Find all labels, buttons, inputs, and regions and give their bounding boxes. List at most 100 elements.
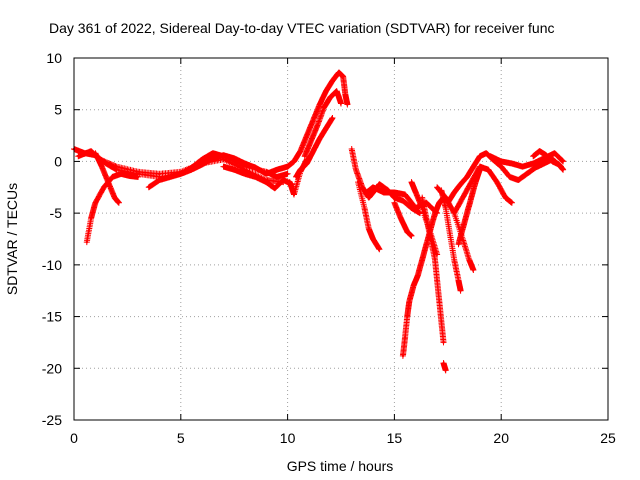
data-point [495, 180, 499, 184]
data-point [553, 151, 556, 155]
data-point [557, 163, 561, 166]
data-point [254, 175, 257, 179]
data-point [406, 315, 409, 318]
data-point [322, 106, 326, 109]
plot-frame [73, 57, 609, 421]
data-point [429, 232, 432, 236]
data-point [211, 151, 215, 155]
data-point [453, 211, 456, 215]
data-point [190, 168, 193, 171]
data-point [504, 196, 507, 199]
data-point [459, 182, 462, 186]
data-point [418, 211, 422, 215]
data-point [337, 71, 341, 74]
data-point [316, 124, 319, 127]
series-trace-v [455, 166, 483, 248]
data-point [457, 279, 460, 282]
data-point [378, 248, 381, 251]
series-trace-g [284, 69, 351, 170]
data-point [561, 168, 565, 171]
data-point [457, 242, 460, 246]
data-point [433, 258, 437, 261]
data-point [472, 165, 475, 168]
data-point [444, 206, 447, 210]
data-point [275, 175, 279, 179]
data-point [442, 361, 445, 365]
data-point [286, 165, 289, 168]
data-point [94, 201, 97, 204]
series-trace-r [408, 179, 441, 258]
data-point [440, 320, 443, 323]
y-tick-label: -20 [42, 360, 62, 376]
data-point [158, 172, 161, 176]
data-point [200, 158, 204, 161]
data-point [367, 196, 370, 199]
data-point [168, 175, 172, 179]
data-point [200, 163, 204, 166]
data-point [111, 175, 114, 179]
series-trace-s [391, 199, 415, 239]
data-point [115, 165, 118, 168]
data-point [544, 154, 548, 157]
data-point [435, 186, 439, 189]
data-point [288, 180, 291, 184]
data-point [382, 191, 385, 194]
data-point [453, 258, 456, 261]
data-point [478, 168, 482, 171]
axis-ticks: 0 5 10 15 20 25 -25 -20 -15 -10 -5 0 5 10 [42, 50, 616, 446]
data-point [354, 168, 358, 171]
data-point [243, 162, 247, 165]
data-point [412, 284, 415, 287]
data-point [393, 196, 396, 199]
data-point [147, 186, 150, 189]
x-tick-label: 20 [493, 430, 509, 446]
data-point [356, 180, 360, 184]
data-point [344, 93, 347, 96]
data-series [71, 69, 567, 374]
data-point [532, 162, 535, 165]
data-point [442, 341, 445, 344]
data-point [485, 151, 488, 155]
data-point [403, 336, 407, 339]
data-point [136, 175, 140, 179]
data-point [414, 206, 417, 210]
data-point [365, 191, 368, 194]
data-point [286, 172, 289, 176]
data-point [106, 180, 110, 184]
data-point [420, 196, 424, 199]
series-trace-l [355, 179, 383, 253]
data-point [410, 234, 413, 238]
data-point [100, 165, 103, 168]
x-axis-label: GPS time / hours [287, 458, 394, 474]
data-point [399, 217, 403, 220]
data-point [561, 160, 565, 163]
data-point [461, 227, 464, 230]
data-point [275, 168, 279, 171]
y-axis-label: SDTVAR / TECUs [4, 183, 20, 295]
data-point [254, 166, 257, 169]
data-point [341, 75, 345, 78]
y-tick-label: 0 [54, 153, 62, 169]
data-point [222, 158, 225, 161]
series-trace-j [286, 156, 310, 198]
data-point [435, 253, 439, 256]
data-point [410, 180, 413, 184]
data-point [318, 137, 321, 140]
data-point [273, 187, 276, 190]
data-point [324, 127, 328, 130]
data-point [416, 274, 420, 277]
data-point [378, 182, 381, 186]
data-point [363, 206, 366, 210]
series-points [440, 360, 449, 374]
data-point [489, 155, 492, 158]
data-point [521, 165, 524, 168]
data-point [487, 168, 490, 171]
data-point [367, 227, 370, 230]
data-point [465, 211, 469, 215]
data-point [393, 191, 396, 194]
data-point [470, 180, 473, 184]
data-point [551, 160, 554, 163]
series-trace-f [220, 163, 295, 192]
data-point [331, 79, 334, 82]
